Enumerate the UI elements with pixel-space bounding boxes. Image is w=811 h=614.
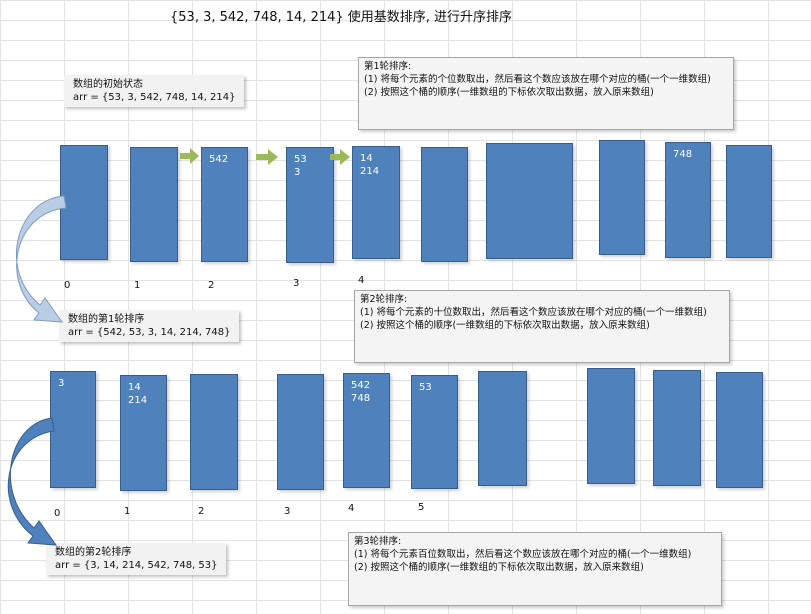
round1-bucket-8: 748 <box>665 142 711 258</box>
round1-index: 0 <box>64 280 71 291</box>
page-title: {53, 3, 542, 748, 14, 214} 使用基数排序, 进行升序排… <box>170 10 513 25</box>
round2-index: 0 <box>54 508 61 519</box>
bucket-value: 14 <box>360 153 373 164</box>
round1-bucket-5 <box>421 147 468 262</box>
round2-note-title: 第2轮排序: <box>360 294 408 305</box>
bucket-value: 542 <box>351 380 371 391</box>
round2-bucket-values: 542 748 <box>344 374 389 405</box>
round1-index: 4 <box>358 275 365 286</box>
round2-bucket-2 <box>190 374 238 490</box>
round1-bucket-values: 53 3 <box>287 148 333 179</box>
round3-note-line1: (1) 将每个元素百位数取出，然后看这个数应该放在哪个对应的桶(一个一维数组) <box>354 549 692 560</box>
bucket-value: 53 <box>294 154 307 165</box>
round1-index: 3 <box>293 278 300 289</box>
round2-bucket-3 <box>277 374 324 490</box>
round1-bucket-0 <box>60 145 108 260</box>
bucket-value: 14 <box>128 382 141 393</box>
bucket-value: 214 <box>128 395 148 406</box>
round1-index: 1 <box>134 280 141 291</box>
round3-note-title: 第3轮排序: <box>354 536 402 547</box>
curved-arrow-icon <box>16 195 67 323</box>
round1-result-arr: arr = {542, 53, 3, 14, 214, 748} <box>68 327 231 338</box>
round2-bucket-5: 53 <box>411 375 458 489</box>
round2-note-line1: (1) 将每个元素的十位数取出，然后看这个数应该放在哪个对应的桶(一个一维数组) <box>360 307 707 318</box>
round2-bucket-4: 542 748 <box>343 373 390 488</box>
round1-bucket-9 <box>726 145 772 258</box>
round2-bucket-values: 3 <box>51 372 95 390</box>
round1-bucket-4: 14 214 <box>352 146 400 259</box>
round2-bucket-8 <box>653 370 701 486</box>
round2-bucket-6 <box>478 371 527 486</box>
green-arrow-icon <box>180 148 199 164</box>
bucket-value: 53 <box>419 382 432 393</box>
round1-bucket-values: 14 214 <box>353 147 399 178</box>
round1-bucket-values: 542 <box>202 148 247 166</box>
initial-state-arr: arr = {53, 3, 542, 748, 14, 214} <box>73 92 236 103</box>
round1-result-label: 数组的第1轮排序 <box>68 314 145 325</box>
round1-bucket-1 <box>130 147 178 262</box>
round2-result-label: 数组的第2轮排序 <box>55 547 132 558</box>
round2-note-line2: (2) 按照这个桶的顺序(一维数组的下标依次取出数据，放入原来数组) <box>360 320 650 331</box>
round1-bucket-2: 542 <box>201 147 248 262</box>
green-arrow-icon <box>256 149 278 165</box>
round2-bucket-1: 14 214 <box>120 375 167 491</box>
round1-bucket-6 <box>486 143 573 259</box>
round1-note-line1: (1) 将每个元素的个位数取出，然后看这个数应该放在哪个对应的桶(一个一维数组) <box>364 74 711 85</box>
round2-index: 2 <box>198 506 205 517</box>
bucket-value: 3 <box>58 378 65 389</box>
round3-note: 第3轮排序: (1) 将每个元素百位数取出，然后看这个数应该放在哪个对应的桶(一… <box>348 532 722 606</box>
round2-bucket-0: 3 <box>50 371 96 488</box>
bucket-value: 748 <box>351 393 371 404</box>
round1-bucket-3: 53 3 <box>286 147 334 263</box>
round1-bucket-7 <box>599 140 645 255</box>
round2-bucket-values: 53 <box>412 376 457 394</box>
round1-result-box: 数组的第1轮排序 arr = {542, 53, 3, 14, 214, 748… <box>59 310 239 342</box>
green-arrow-icon <box>330 149 350 165</box>
round2-bucket-values: 14 214 <box>121 376 166 407</box>
round2-index: 1 <box>124 506 131 517</box>
round2-bucket-7 <box>587 368 635 484</box>
bucket-value: 3 <box>294 167 301 178</box>
round2-index: 3 <box>284 506 291 517</box>
round1-bucket-values: 748 <box>666 143 710 161</box>
round2-index: 4 <box>348 503 355 514</box>
round2-result-box: 数组的第2轮排序 arr = {3, 14, 214, 542, 748, 53… <box>46 543 226 575</box>
curved-arrow-icon <box>7 417 58 546</box>
initial-state-label: 数组的初始状态 <box>73 79 143 90</box>
round2-bucket-9 <box>716 372 763 488</box>
round2-index: 5 <box>418 502 425 513</box>
bucket-value: 214 <box>360 166 380 177</box>
round2-result-arr: arr = {3, 14, 214, 542, 748, 53} <box>55 560 218 571</box>
round1-note-title: 第1轮排序: <box>364 61 412 72</box>
round3-note-line2: (2) 按照这个桶的顺序(一维数组的下标依次取出数据，放入原来数组) <box>354 562 644 573</box>
round1-index: 2 <box>208 280 215 291</box>
bucket-value: 748 <box>673 149 693 160</box>
round1-note-line2: (2) 按照这个桶的顺序(一维数组的下标依次取出数据，放入原来数组) <box>364 87 654 98</box>
round2-note: 第2轮排序: (1) 将每个元素的十位数取出，然后看这个数应该放在哪个对应的桶(… <box>354 290 730 363</box>
round1-note: 第1轮排序: (1) 将每个元素的个位数取出，然后看这个数应该放在哪个对应的桶(… <box>358 57 734 130</box>
bucket-value: 542 <box>209 154 229 165</box>
initial-state-box: 数组的初始状态 arr = {53, 3, 542, 748, 14, 214} <box>64 75 244 107</box>
